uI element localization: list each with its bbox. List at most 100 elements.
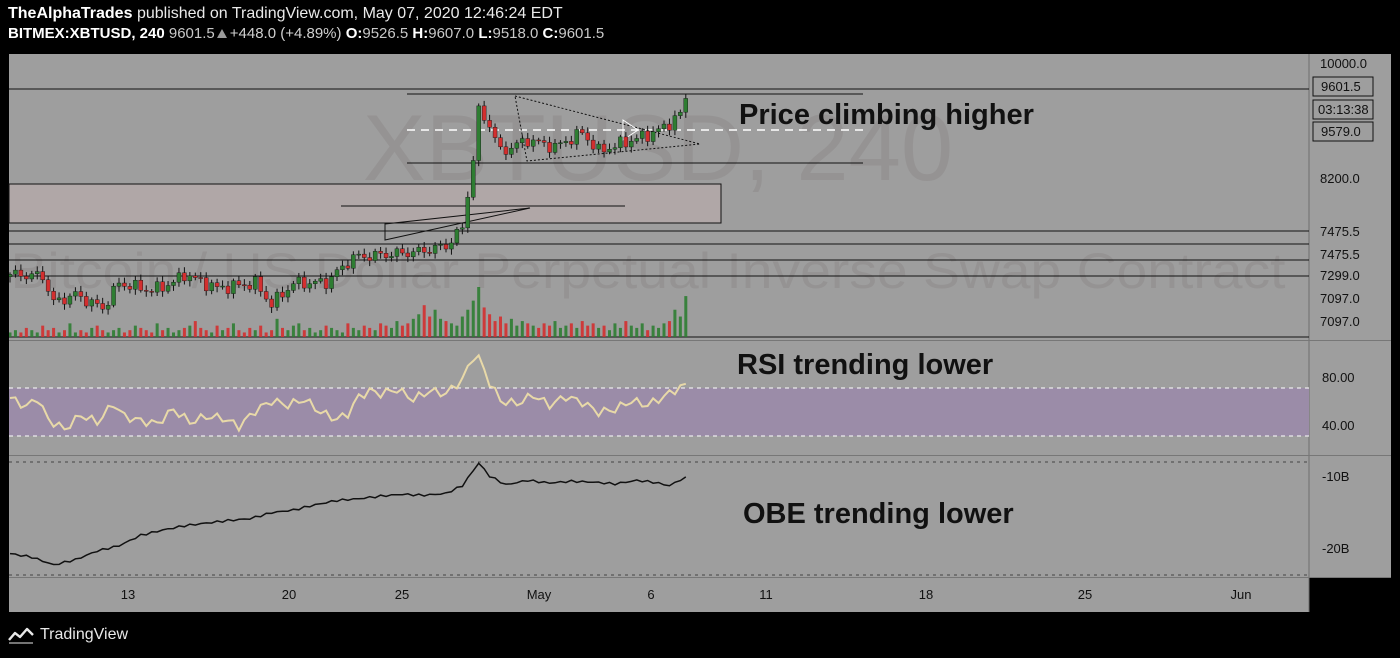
annotation-rsi[interactable]: RSI trending lower (737, 349, 993, 381)
volume-bar (237, 330, 241, 337)
candle-body (89, 299, 94, 307)
price-tick-7097-a: 7097.0 (1320, 291, 1360, 306)
volume-bar (84, 332, 88, 337)
price-scale: 10000.0 9601.5 03:13:38 9579.0 8200.0 74… (1312, 56, 1374, 556)
volume-bar (161, 330, 165, 337)
volume-bar (319, 330, 323, 337)
candle-body (585, 132, 590, 141)
candle-body (214, 282, 220, 287)
volume-bar (678, 316, 682, 337)
volume-bar (291, 325, 295, 337)
candle-body (345, 265, 351, 269)
symbol-label[interactable]: BITMEX:XBTUSD, 240 (8, 25, 165, 42)
candle-body (274, 291, 280, 308)
volume-bar (597, 327, 601, 337)
candle-body (340, 265, 345, 270)
high-value: 9607.0 (428, 25, 475, 42)
volume-bar (193, 321, 197, 337)
annotation-obe[interactable]: OBE trending lower (743, 498, 1014, 530)
price-change: +448.0 (+4.89%) (229, 25, 342, 42)
volume-bar (9, 332, 12, 337)
candle-body (253, 276, 258, 290)
author-name[interactable]: TheAlphaTrades (8, 5, 133, 22)
volume-bar (444, 321, 448, 337)
volume-bar (182, 327, 186, 337)
volume-bar (144, 330, 148, 337)
candle-body (105, 305, 111, 310)
candle-body (487, 120, 492, 128)
candle-body (247, 285, 253, 290)
volume-bar (499, 316, 502, 337)
annotation-price[interactable]: Price climbing higher (739, 99, 1034, 131)
candle-body (307, 283, 312, 289)
volume-bar (602, 325, 606, 337)
volume-bar (30, 330, 34, 337)
candle-body (323, 278, 329, 289)
volume-bar (673, 309, 677, 337)
volume-bar (433, 309, 437, 337)
volume-bar (542, 323, 546, 337)
volume-bar (580, 321, 584, 337)
candle-body (492, 127, 498, 138)
arrow-marker[interactable] (622, 119, 639, 141)
supply-zone[interactable] (8, 183, 722, 224)
time-tick-13: 13 (121, 587, 135, 602)
candle-body (650, 131, 656, 142)
candle-body (285, 290, 291, 298)
candle-body (302, 276, 307, 289)
candle-body (683, 98, 688, 113)
up-triangle-icon (216, 29, 227, 38)
candle-body (640, 130, 645, 139)
candle-body (116, 282, 122, 287)
candle-body (661, 123, 667, 129)
volume-bars (9, 287, 688, 337)
candle-body (187, 275, 193, 282)
publish-line: TheAlphaTrades published on TradingView.… (8, 4, 1388, 24)
candle-body (438, 244, 443, 246)
candle-body (449, 242, 454, 250)
volume-bar (608, 330, 611, 337)
volume-bar (172, 332, 175, 337)
candle-body (138, 280, 144, 291)
candle-body (667, 123, 672, 131)
candle-body (372, 251, 378, 261)
price-tick-7475-b: 7475.5 (1320, 247, 1360, 262)
volume-bar (351, 327, 355, 337)
drawing-layer[interactable] (8, 88, 1309, 338)
candle-body (236, 280, 242, 285)
candle-body (280, 291, 285, 298)
time-axis[interactable] (9, 578, 1309, 612)
candle-body (225, 285, 231, 294)
tradingview-brand[interactable]: TradingView (40, 626, 129, 643)
candle-body (367, 257, 372, 261)
candle-body (623, 136, 629, 148)
volume-bar (635, 327, 639, 337)
volume-bar (41, 325, 45, 337)
time-tick-may: May (527, 587, 552, 602)
candle-body (400, 248, 405, 254)
tradingview-logo-icon[interactable] (8, 626, 34, 644)
ascending-triangle[interactable] (384, 207, 531, 241)
volume-bar (504, 323, 508, 337)
candle-body (111, 285, 116, 306)
volume-bar (515, 325, 519, 337)
candle-body (193, 275, 198, 278)
time-scale: 13 20 25 May 6 11 18 25 Jun (121, 587, 1252, 602)
candle-body (351, 254, 356, 269)
candle-body (454, 229, 460, 244)
candle-body (558, 142, 563, 144)
candle-body (569, 141, 574, 145)
candle-body (318, 278, 323, 282)
last-price-badge (1312, 76, 1374, 97)
obv-pane[interactable] (9, 456, 1309, 578)
volume-bar (531, 325, 535, 337)
candle-body (634, 138, 639, 142)
volume-bar (19, 332, 23, 337)
candlesticks (9, 94, 688, 315)
candle-body (149, 291, 154, 293)
candle-body (525, 138, 530, 147)
volume-bar (204, 330, 208, 337)
price-tick-7475-a: 7475.5 (1320, 224, 1360, 239)
volume-bar (346, 323, 350, 337)
